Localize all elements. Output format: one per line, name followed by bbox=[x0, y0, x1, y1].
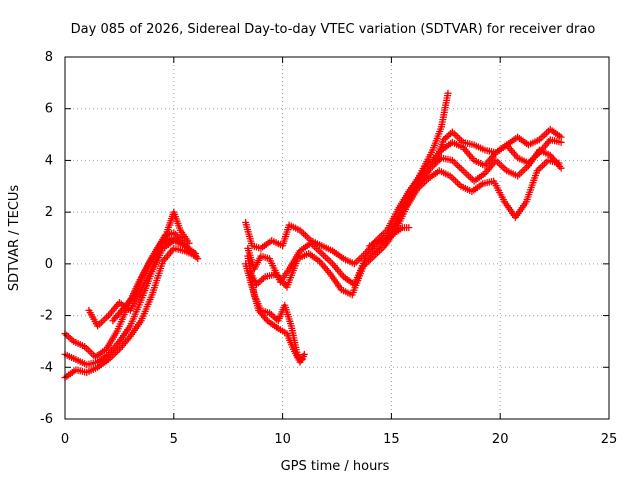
y-tick-label: -2 bbox=[40, 309, 53, 324]
y-tick-label: 8 bbox=[45, 50, 53, 65]
data-point bbox=[300, 350, 308, 358]
x-tick-label: 10 bbox=[274, 432, 291, 447]
x-axis-label: GPS time / hours bbox=[281, 459, 390, 474]
data-point bbox=[192, 252, 200, 260]
tick-labels: 0 5 10 15 20 25 -6 -4 -2 0 2 4 6 8 bbox=[40, 50, 617, 447]
y-tick-label: -6 bbox=[40, 412, 53, 427]
x-tick-label: 0 bbox=[61, 432, 69, 447]
data-points bbox=[61, 89, 565, 382]
y-axis-label: SDTVAR / TECUs bbox=[7, 185, 22, 292]
data-point bbox=[179, 237, 187, 245]
data-point bbox=[405, 224, 413, 232]
grid-lines bbox=[65, 57, 609, 419]
chart-title: Day 085 of 2026, Sidereal Day-to-day VTE… bbox=[71, 22, 596, 37]
y-tick-label: 4 bbox=[45, 153, 53, 168]
x-tick-label: 5 bbox=[170, 432, 178, 447]
data-point bbox=[298, 356, 306, 364]
plot-frame bbox=[64, 56, 610, 420]
y-tick-label: 6 bbox=[45, 102, 53, 117]
y-tick-label: 2 bbox=[45, 205, 53, 220]
y-tick-label: -4 bbox=[40, 360, 53, 375]
x-tick-label: 20 bbox=[492, 432, 509, 447]
x-tick-label: 15 bbox=[383, 432, 400, 447]
x-tick-label: 25 bbox=[601, 432, 618, 447]
y-tick-label: 0 bbox=[45, 257, 53, 272]
data-point bbox=[185, 239, 193, 247]
data-point bbox=[557, 133, 565, 141]
data-point bbox=[444, 89, 452, 97]
data-point bbox=[555, 159, 563, 167]
data-point bbox=[557, 164, 565, 172]
